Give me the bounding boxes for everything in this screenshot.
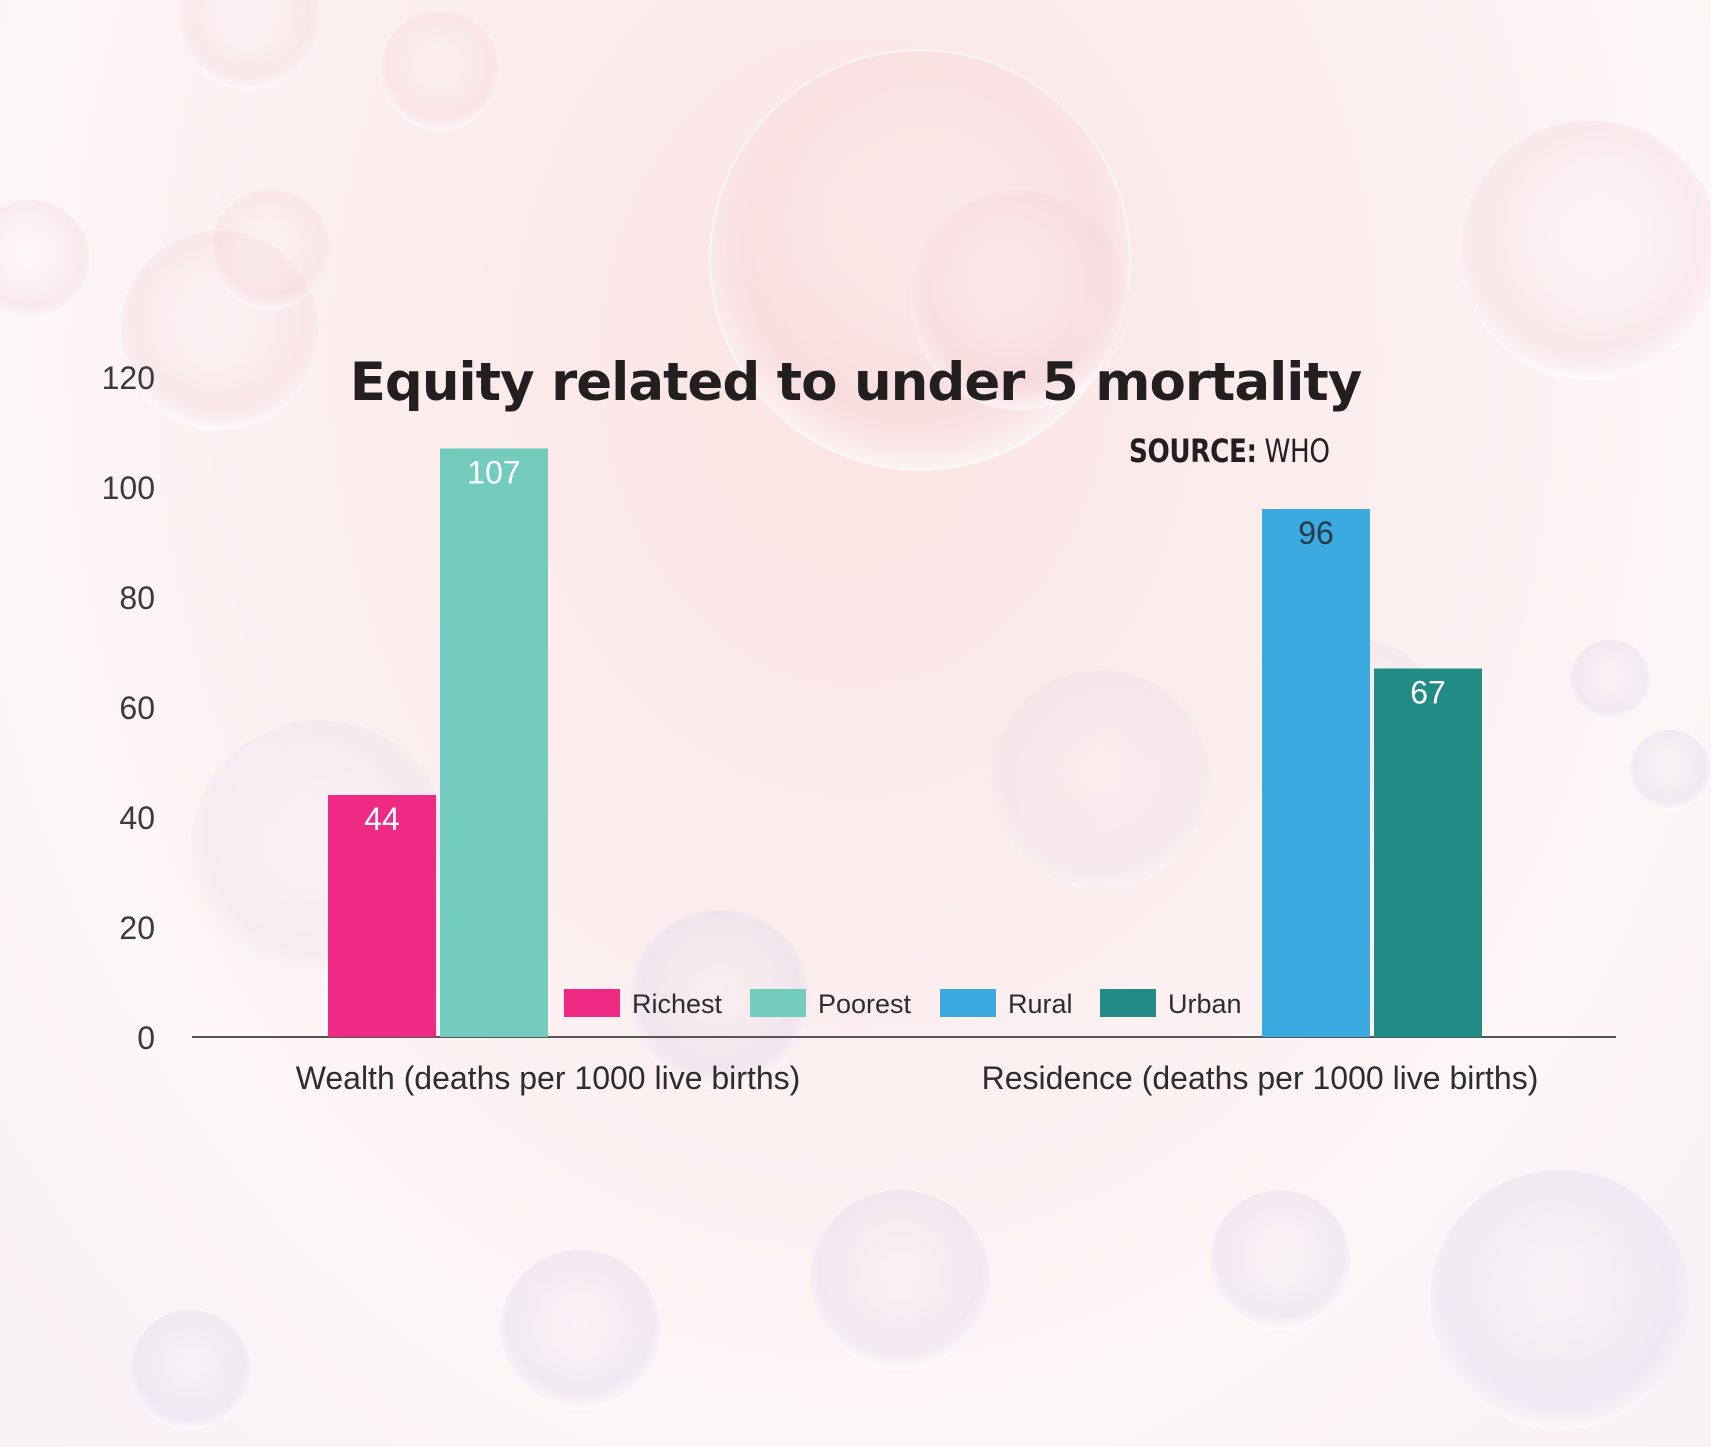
bar-richest bbox=[328, 795, 436, 1037]
legend-swatch-urban bbox=[1100, 989, 1156, 1017]
legend-swatch-poorest bbox=[750, 989, 806, 1017]
source-value: WHO bbox=[1264, 432, 1331, 470]
y-tick-label: 0 bbox=[137, 1020, 155, 1056]
y-tick-label: 60 bbox=[119, 690, 155, 726]
y-tick-label: 120 bbox=[102, 360, 155, 396]
legend-label-rural: Rural bbox=[1008, 989, 1073, 1019]
source-note: SOURCE: WHO bbox=[1129, 432, 1330, 470]
legend-swatch-richest bbox=[564, 989, 620, 1017]
data-label-poorest: 107 bbox=[467, 455, 520, 491]
data-label-rural: 96 bbox=[1298, 515, 1334, 551]
source-label: SOURCE: bbox=[1129, 432, 1257, 470]
legend-swatch-rural bbox=[940, 989, 996, 1017]
data-label-richest: 44 bbox=[364, 801, 400, 837]
y-tick-label: 80 bbox=[119, 580, 155, 616]
bar-poorest bbox=[440, 448, 548, 1037]
bar-urban bbox=[1374, 668, 1482, 1037]
y-tick-label: 40 bbox=[119, 800, 155, 836]
y-tick-label: 100 bbox=[102, 470, 155, 506]
x-category-label: Wealth (deaths per 1000 live births) bbox=[296, 1060, 801, 1096]
legend-label-urban: Urban bbox=[1168, 989, 1242, 1019]
x-category-label: Residence (deaths per 1000 live births) bbox=[982, 1060, 1539, 1096]
legend-label-richest: Richest bbox=[632, 989, 723, 1019]
data-label-urban: 67 bbox=[1410, 675, 1446, 711]
legend-label-poorest: Poorest bbox=[818, 989, 912, 1019]
y-tick-label: 20 bbox=[119, 910, 155, 946]
bar-rural bbox=[1262, 509, 1370, 1037]
chart-title: Equity related to under 5 mortality bbox=[349, 352, 1363, 413]
